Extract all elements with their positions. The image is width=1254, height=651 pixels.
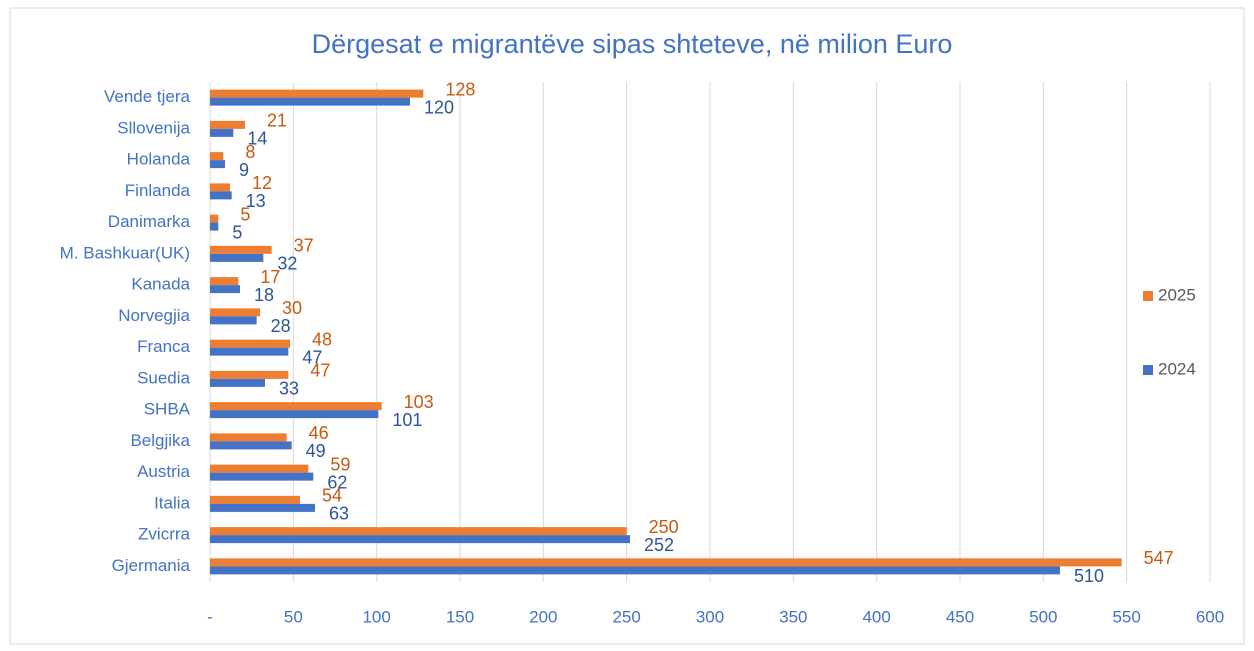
legend-swatch bbox=[1143, 365, 1153, 375]
data-label: 54 bbox=[322, 486, 342, 506]
data-label: 547 bbox=[1144, 548, 1174, 568]
y-tick-label: Belgjika bbox=[130, 431, 190, 450]
x-tick-label: 250 bbox=[612, 607, 640, 626]
bar bbox=[210, 535, 630, 544]
y-tick-label: SHBA bbox=[144, 400, 191, 419]
x-tick-label: 50 bbox=[284, 607, 303, 626]
bar bbox=[210, 191, 232, 200]
data-label: 103 bbox=[404, 392, 434, 412]
y-tick-label: Sllovenija bbox=[117, 118, 190, 137]
x-tick-label: 150 bbox=[446, 607, 474, 626]
bar bbox=[210, 89, 424, 98]
bar bbox=[210, 441, 292, 450]
bar bbox=[210, 347, 289, 356]
data-label: 37 bbox=[294, 236, 314, 256]
y-tick-label: Suedia bbox=[137, 368, 190, 387]
x-tick-label: 500 bbox=[1029, 607, 1057, 626]
data-label: 510 bbox=[1074, 566, 1104, 586]
y-tick-label: Finlanda bbox=[125, 181, 191, 200]
data-label: 14 bbox=[247, 129, 267, 149]
bar bbox=[210, 402, 382, 411]
y-tick-label: Italia bbox=[154, 493, 190, 512]
bar bbox=[210, 285, 240, 294]
chart-title: Dërgesat e migrantëve sipas shteteve, në… bbox=[312, 29, 953, 59]
x-tick-label: 550 bbox=[1112, 607, 1140, 626]
bar bbox=[210, 378, 265, 387]
data-label: 32 bbox=[277, 254, 297, 274]
y-tick-label: Gjermania bbox=[112, 556, 191, 575]
data-label: 101 bbox=[392, 410, 422, 430]
bar bbox=[210, 495, 300, 504]
data-label: 49 bbox=[306, 441, 326, 461]
bar bbox=[210, 222, 219, 231]
bar bbox=[210, 214, 219, 223]
y-tick-label: Franca bbox=[137, 337, 190, 356]
data-label: 8 bbox=[245, 142, 255, 162]
y-tick-label: Austria bbox=[137, 462, 190, 481]
bar bbox=[210, 277, 239, 286]
data-label: 250 bbox=[649, 517, 679, 537]
bar bbox=[210, 410, 379, 419]
bar bbox=[210, 433, 287, 442]
legend-label: 2024 bbox=[1158, 359, 1196, 378]
data-label: 63 bbox=[329, 504, 349, 524]
bar bbox=[210, 160, 225, 169]
bar bbox=[210, 370, 289, 379]
bar bbox=[210, 472, 314, 481]
bar bbox=[210, 316, 257, 325]
bar bbox=[210, 245, 272, 254]
x-tick-label: 300 bbox=[696, 607, 724, 626]
bar bbox=[210, 97, 410, 106]
bar bbox=[210, 566, 1060, 575]
x-tick-label: 450 bbox=[946, 607, 974, 626]
data-label: 33 bbox=[279, 379, 299, 399]
bar bbox=[210, 120, 245, 129]
bar bbox=[210, 503, 315, 512]
bar bbox=[210, 308, 260, 317]
x-tick-label: 400 bbox=[862, 607, 890, 626]
data-label: 128 bbox=[445, 79, 475, 99]
x-tick-label: 100 bbox=[362, 607, 390, 626]
data-label: 5 bbox=[232, 222, 242, 242]
y-tick-label: M. Bashkuar(UK) bbox=[60, 243, 190, 262]
bar bbox=[210, 558, 1122, 567]
data-label: 47 bbox=[302, 347, 322, 367]
bar bbox=[210, 464, 309, 473]
x-tick-label: 200 bbox=[529, 607, 557, 626]
data-label: 17 bbox=[260, 267, 280, 287]
y-tick-label: Danimarka bbox=[108, 212, 191, 231]
y-tick-label: Vende tjera bbox=[104, 87, 191, 106]
x-tick-label: 350 bbox=[779, 607, 807, 626]
data-label: 62 bbox=[327, 472, 347, 492]
y-tick-label: Zvicrra bbox=[138, 525, 190, 544]
bar bbox=[210, 128, 234, 137]
x-tick-label: 600 bbox=[1196, 607, 1224, 626]
y-tick-label: Holanda bbox=[127, 150, 191, 169]
data-label: 21 bbox=[267, 111, 287, 131]
data-label: 9 bbox=[239, 160, 249, 180]
legend-swatch bbox=[1143, 291, 1153, 301]
y-tick-label: Norvegjia bbox=[118, 306, 190, 325]
data-label: 12 bbox=[252, 173, 272, 193]
x-tick-label: - bbox=[207, 607, 213, 626]
y-tick-label: Kanada bbox=[131, 275, 190, 294]
data-label: 13 bbox=[246, 191, 266, 211]
data-label: 46 bbox=[309, 423, 329, 443]
bar bbox=[210, 152, 224, 161]
data-label: 252 bbox=[644, 535, 674, 555]
bar bbox=[210, 339, 290, 348]
bar bbox=[210, 183, 230, 192]
bar bbox=[210, 527, 627, 536]
data-label: 18 bbox=[254, 285, 274, 305]
bar bbox=[210, 253, 264, 262]
data-label: 59 bbox=[330, 454, 350, 474]
data-label: 47 bbox=[310, 361, 330, 381]
data-label: 30 bbox=[282, 298, 302, 318]
data-label: 48 bbox=[312, 329, 332, 349]
data-label: 120 bbox=[424, 97, 454, 117]
data-label: 5 bbox=[240, 204, 250, 224]
legend-label: 2025 bbox=[1158, 285, 1196, 304]
data-label: 28 bbox=[271, 316, 291, 336]
